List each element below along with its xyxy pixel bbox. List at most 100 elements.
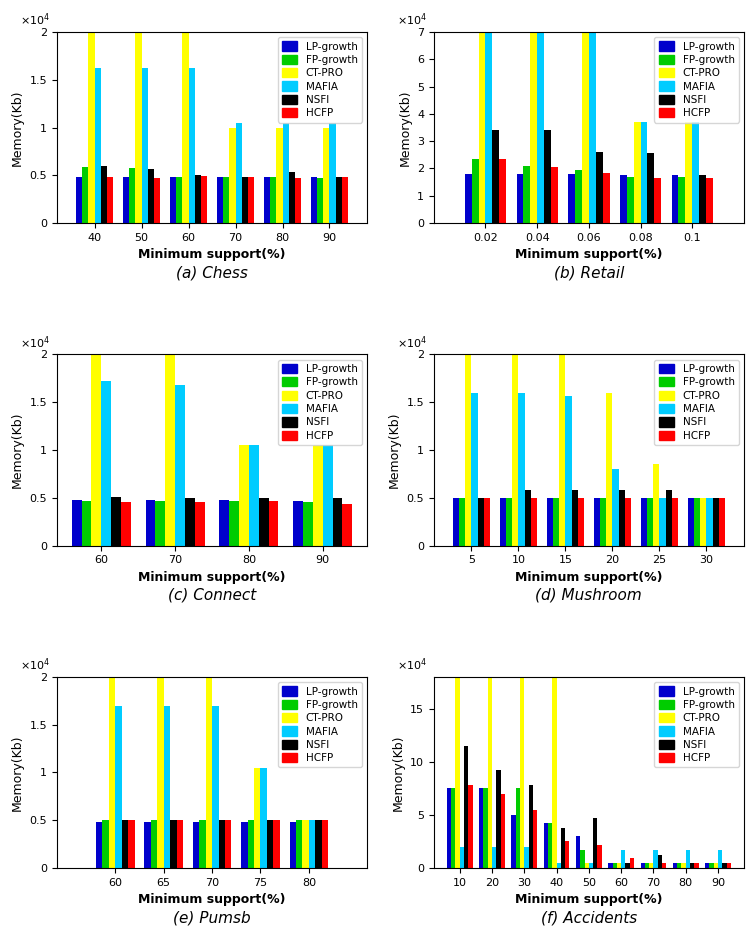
Bar	[329, 122, 336, 223]
Bar	[500, 498, 506, 546]
Bar	[242, 177, 248, 223]
Bar	[267, 821, 273, 868]
Bar	[164, 706, 170, 868]
Bar	[151, 821, 157, 868]
Text: $\times 10^4$: $\times 10^4$	[20, 334, 50, 351]
Bar	[686, 122, 692, 223]
Bar	[621, 850, 625, 868]
Bar	[468, 785, 473, 868]
Bar	[492, 130, 499, 223]
Bar	[249, 445, 259, 546]
Bar	[220, 500, 230, 546]
Bar	[464, 746, 468, 868]
Text: (e) Pumsb: (e) Pumsb	[173, 910, 251, 925]
Bar	[578, 498, 584, 546]
Bar	[295, 178, 301, 223]
Legend: LP-growth, FP-growth, CT-PRO, MAFIA, NSFI, HCFP: LP-growth, FP-growth, CT-PRO, MAFIA, NSF…	[655, 38, 738, 122]
Bar	[342, 177, 348, 223]
Bar	[559, 355, 565, 546]
Text: $\times 10^4$: $\times 10^4$	[20, 11, 50, 28]
Bar	[533, 809, 537, 868]
Bar	[596, 152, 602, 223]
Bar	[333, 498, 343, 546]
Bar	[447, 789, 451, 868]
Text: $\times 10^4$: $\times 10^4$	[396, 334, 427, 351]
Bar	[452, 498, 459, 546]
Bar	[576, 837, 581, 868]
Bar	[525, 490, 531, 546]
Legend: LP-growth, FP-growth, CT-PRO, MAFIA, NSFI, HCFP: LP-growth, FP-growth, CT-PRO, MAFIA, NSF…	[278, 682, 362, 768]
Bar	[121, 502, 131, 546]
Bar	[165, 355, 175, 546]
Bar	[553, 498, 559, 546]
Bar	[528, 785, 533, 868]
Bar	[682, 863, 686, 868]
Text: (c) Connect: (c) Connect	[168, 587, 256, 602]
Legend: LP-growth, FP-growth, CT-PRO, MAFIA, NSFI, HCFP: LP-growth, FP-growth, CT-PRO, MAFIA, NSF…	[278, 359, 362, 445]
Bar	[311, 177, 317, 223]
Bar	[241, 822, 248, 868]
Bar	[176, 177, 182, 223]
Bar	[465, 174, 472, 223]
Text: $\times 10^4$: $\times 10^4$	[396, 657, 427, 673]
Bar	[72, 500, 82, 546]
Bar	[303, 502, 313, 546]
Bar	[699, 175, 706, 223]
Y-axis label: Memory(Kb): Memory(Kb)	[11, 412, 24, 488]
Bar	[170, 177, 176, 223]
Bar	[248, 821, 254, 868]
Bar	[649, 863, 653, 868]
Bar	[269, 501, 279, 546]
Bar	[606, 392, 612, 546]
Bar	[263, 177, 270, 223]
Bar	[671, 175, 679, 223]
Bar	[633, 122, 640, 223]
Bar	[662, 863, 667, 868]
Bar	[276, 128, 282, 223]
Bar	[700, 498, 707, 546]
Bar	[270, 177, 276, 223]
Bar	[552, 677, 556, 868]
Bar	[640, 122, 648, 223]
Bar	[523, 166, 530, 223]
Bar	[645, 863, 649, 868]
Text: (f) Accidents: (f) Accidents	[541, 910, 637, 925]
Bar	[259, 498, 269, 546]
Bar	[640, 863, 645, 868]
Bar	[593, 818, 597, 868]
Bar	[82, 167, 88, 223]
Bar	[273, 821, 280, 868]
Bar	[625, 498, 631, 546]
Bar	[677, 863, 682, 868]
Text: (b) Retail: (b) Retail	[553, 265, 624, 280]
Bar	[76, 177, 82, 223]
Bar	[627, 177, 633, 223]
Bar	[459, 498, 465, 546]
Bar	[556, 863, 561, 868]
Bar	[260, 768, 267, 868]
Bar	[706, 178, 713, 223]
Bar	[471, 392, 478, 546]
Bar	[336, 177, 342, 223]
Bar	[492, 847, 496, 868]
Bar	[303, 821, 309, 868]
Bar	[625, 863, 630, 868]
Bar	[309, 821, 316, 868]
Bar	[201, 176, 208, 223]
Bar	[496, 771, 501, 868]
Bar	[175, 385, 185, 546]
Bar	[156, 501, 165, 546]
Bar	[658, 855, 662, 868]
Bar	[630, 858, 634, 868]
Bar	[101, 166, 107, 223]
Bar	[144, 822, 151, 868]
Bar	[451, 789, 455, 868]
Bar	[516, 174, 523, 223]
Bar	[589, 863, 593, 868]
Bar	[692, 122, 699, 223]
Bar	[710, 863, 713, 868]
Bar	[157, 677, 164, 868]
Bar	[455, 677, 460, 868]
X-axis label: Minimum support(%): Minimum support(%)	[138, 248, 286, 262]
Bar	[128, 821, 134, 868]
